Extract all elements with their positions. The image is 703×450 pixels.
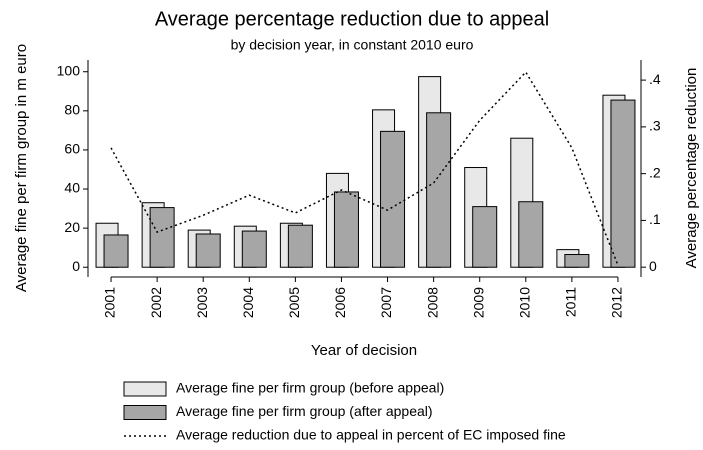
y2-tick-label: .3 [649,118,661,134]
y-tick-label: 40 [64,180,80,196]
line-series [110,70,619,266]
bar [149,207,175,268]
legend-swatch [123,381,167,397]
x-tick-label: 2007 [378,287,394,318]
bar [195,233,221,268]
x-tick-label: 2012 [609,287,625,318]
y2-axis-label: Average percentage reduction [683,68,700,269]
y-tick-label: 100 [57,62,81,78]
x-tick-label: 2005 [286,287,302,318]
chart-subtitle: by decision year, in constant 2010 euro [231,37,474,53]
bar [610,99,636,268]
x-tick-label: 2004 [240,287,256,318]
x-tick-label: 2003 [194,287,210,318]
legend-label: Average reduction due to appeal in perce… [176,427,566,443]
x-tick-label: 2011 [563,287,579,317]
x-tick-label: 2002 [148,287,164,318]
y-tick-label: 60 [64,141,80,157]
y2-tick-label: .1 [649,211,661,227]
legend-label: Average fine per firm group (before appe… [176,380,444,396]
bar [241,230,267,268]
bar [103,234,129,268]
x-axis-label: Year of decision [311,342,417,359]
x-tick-label: 2009 [470,287,486,318]
bar [472,206,498,268]
y-tick-label: 80 [64,102,80,118]
legend-swatch [123,405,167,420]
x-tick-label: 2001 [102,287,118,318]
bar [426,112,452,268]
y2-tick-label: 0 [649,258,657,274]
x-tick-label: 2006 [332,287,348,318]
y-tick-label: 20 [64,219,80,235]
chart-title: Average percentage reduction due to appe… [155,8,549,30]
y2-tick-label: .2 [649,164,661,180]
bar [564,254,590,268]
bar [287,224,313,268]
y-axis-label: Average fine per firm group in m euro [13,44,30,292]
bar [518,201,544,268]
x-tick-label: 2008 [424,287,440,318]
legend-label: Average fine per firm group (after appea… [176,403,433,419]
y-tick-label: 0 [72,258,80,274]
x-tick-label: 2010 [516,287,532,318]
bar [333,191,359,268]
bar [380,130,406,268]
y2-tick-label: .4 [649,71,661,87]
